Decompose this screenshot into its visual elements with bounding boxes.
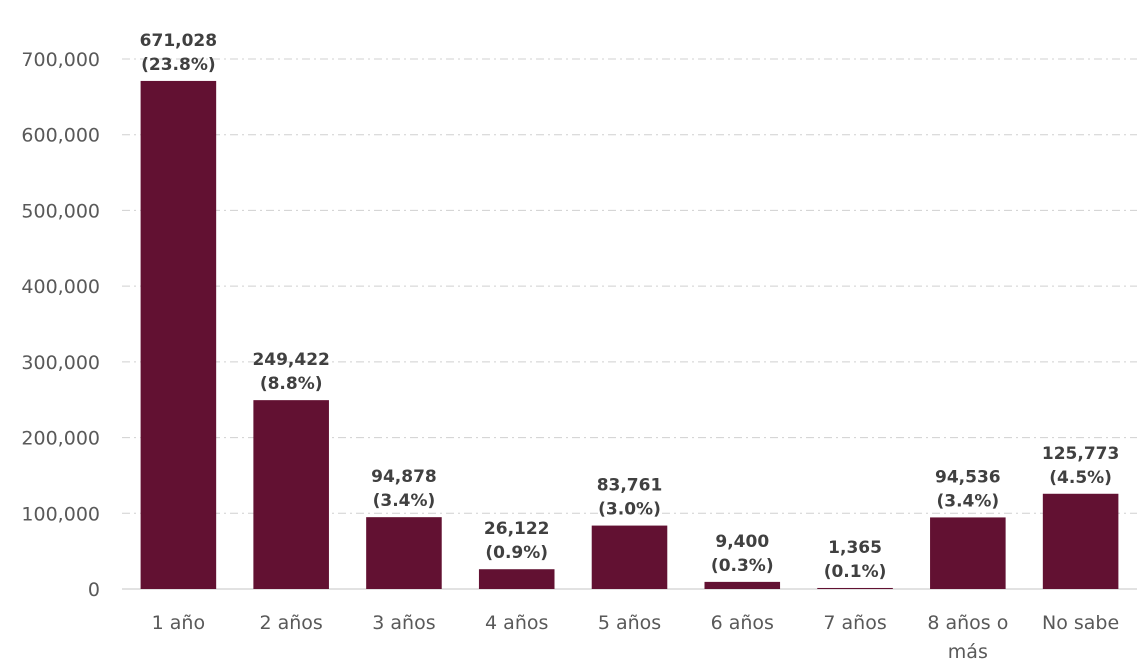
x-tick-label: más [948,641,988,663]
bar [478,569,555,589]
value-label: 9,400 [715,532,769,552]
y-axis: 0 100,000 200,000 300,000 400,000 500,000 600,… [21,49,1137,601]
percent-label: (3.0%) [598,500,661,520]
value-label: 94,878 [371,467,437,487]
y-tick-label: 400,000 [21,276,100,298]
percent-label: (3.4%) [936,491,999,511]
x-tick-label: 7 años [823,612,886,634]
y-tick-label: 300,000 [21,352,100,374]
y-tick-label: 0 [88,579,100,601]
x-tick-label: 6 años [711,612,774,634]
x-tick-label: 4 años [485,612,548,634]
value-label: 125,773 [1042,444,1119,464]
x-tick-label: 2 años [259,612,322,634]
percent-label: (4.5%) [1049,468,1112,488]
x-axis: 1 año 2 años 3 años 4 años 5 años 6 años 7 año… [152,612,1120,663]
bars [140,80,1119,589]
x-tick-label: 3 años [372,612,435,634]
percent-label: (0.3%) [711,556,774,576]
value-label: 83,761 [597,476,663,496]
bar [140,80,217,589]
percent-label: (0.9%) [485,543,548,563]
value-label: 1,365 [828,538,882,558]
y-tick-label: 200,000 [21,428,100,450]
x-tick-label: 8 años o [927,612,1008,634]
percent-label: (0.1%) [824,562,887,582]
bar [591,525,668,589]
bar [704,581,781,589]
percent-label: (23.8%) [141,55,216,75]
bar [1042,493,1119,589]
value-label: 26,122 [484,519,550,539]
x-tick-label: 5 años [598,612,661,634]
y-tick-label: 600,000 [21,125,100,147]
bar [817,587,893,589]
y-tick-label: 100,000 [21,503,100,525]
percent-label: (3.4%) [373,491,436,511]
x-tick-label: No sabe [1042,612,1119,634]
bar [366,517,442,589]
data-labels: 671,028 (23.8%) 249,422 (8.8%) 94,878 (3.4%) 2… [140,31,1120,582]
bar [930,517,1006,589]
value-label: 249,422 [252,350,329,370]
value-label: 94,536 [935,467,1001,487]
value-label: 671,028 [140,31,217,51]
bar [253,400,329,589]
percent-label: (8.8%) [260,374,323,394]
x-tick-label: 1 año [152,612,205,634]
y-tick-label: 500,000 [21,200,100,222]
y-tick-label: 700,000 [21,49,100,71]
